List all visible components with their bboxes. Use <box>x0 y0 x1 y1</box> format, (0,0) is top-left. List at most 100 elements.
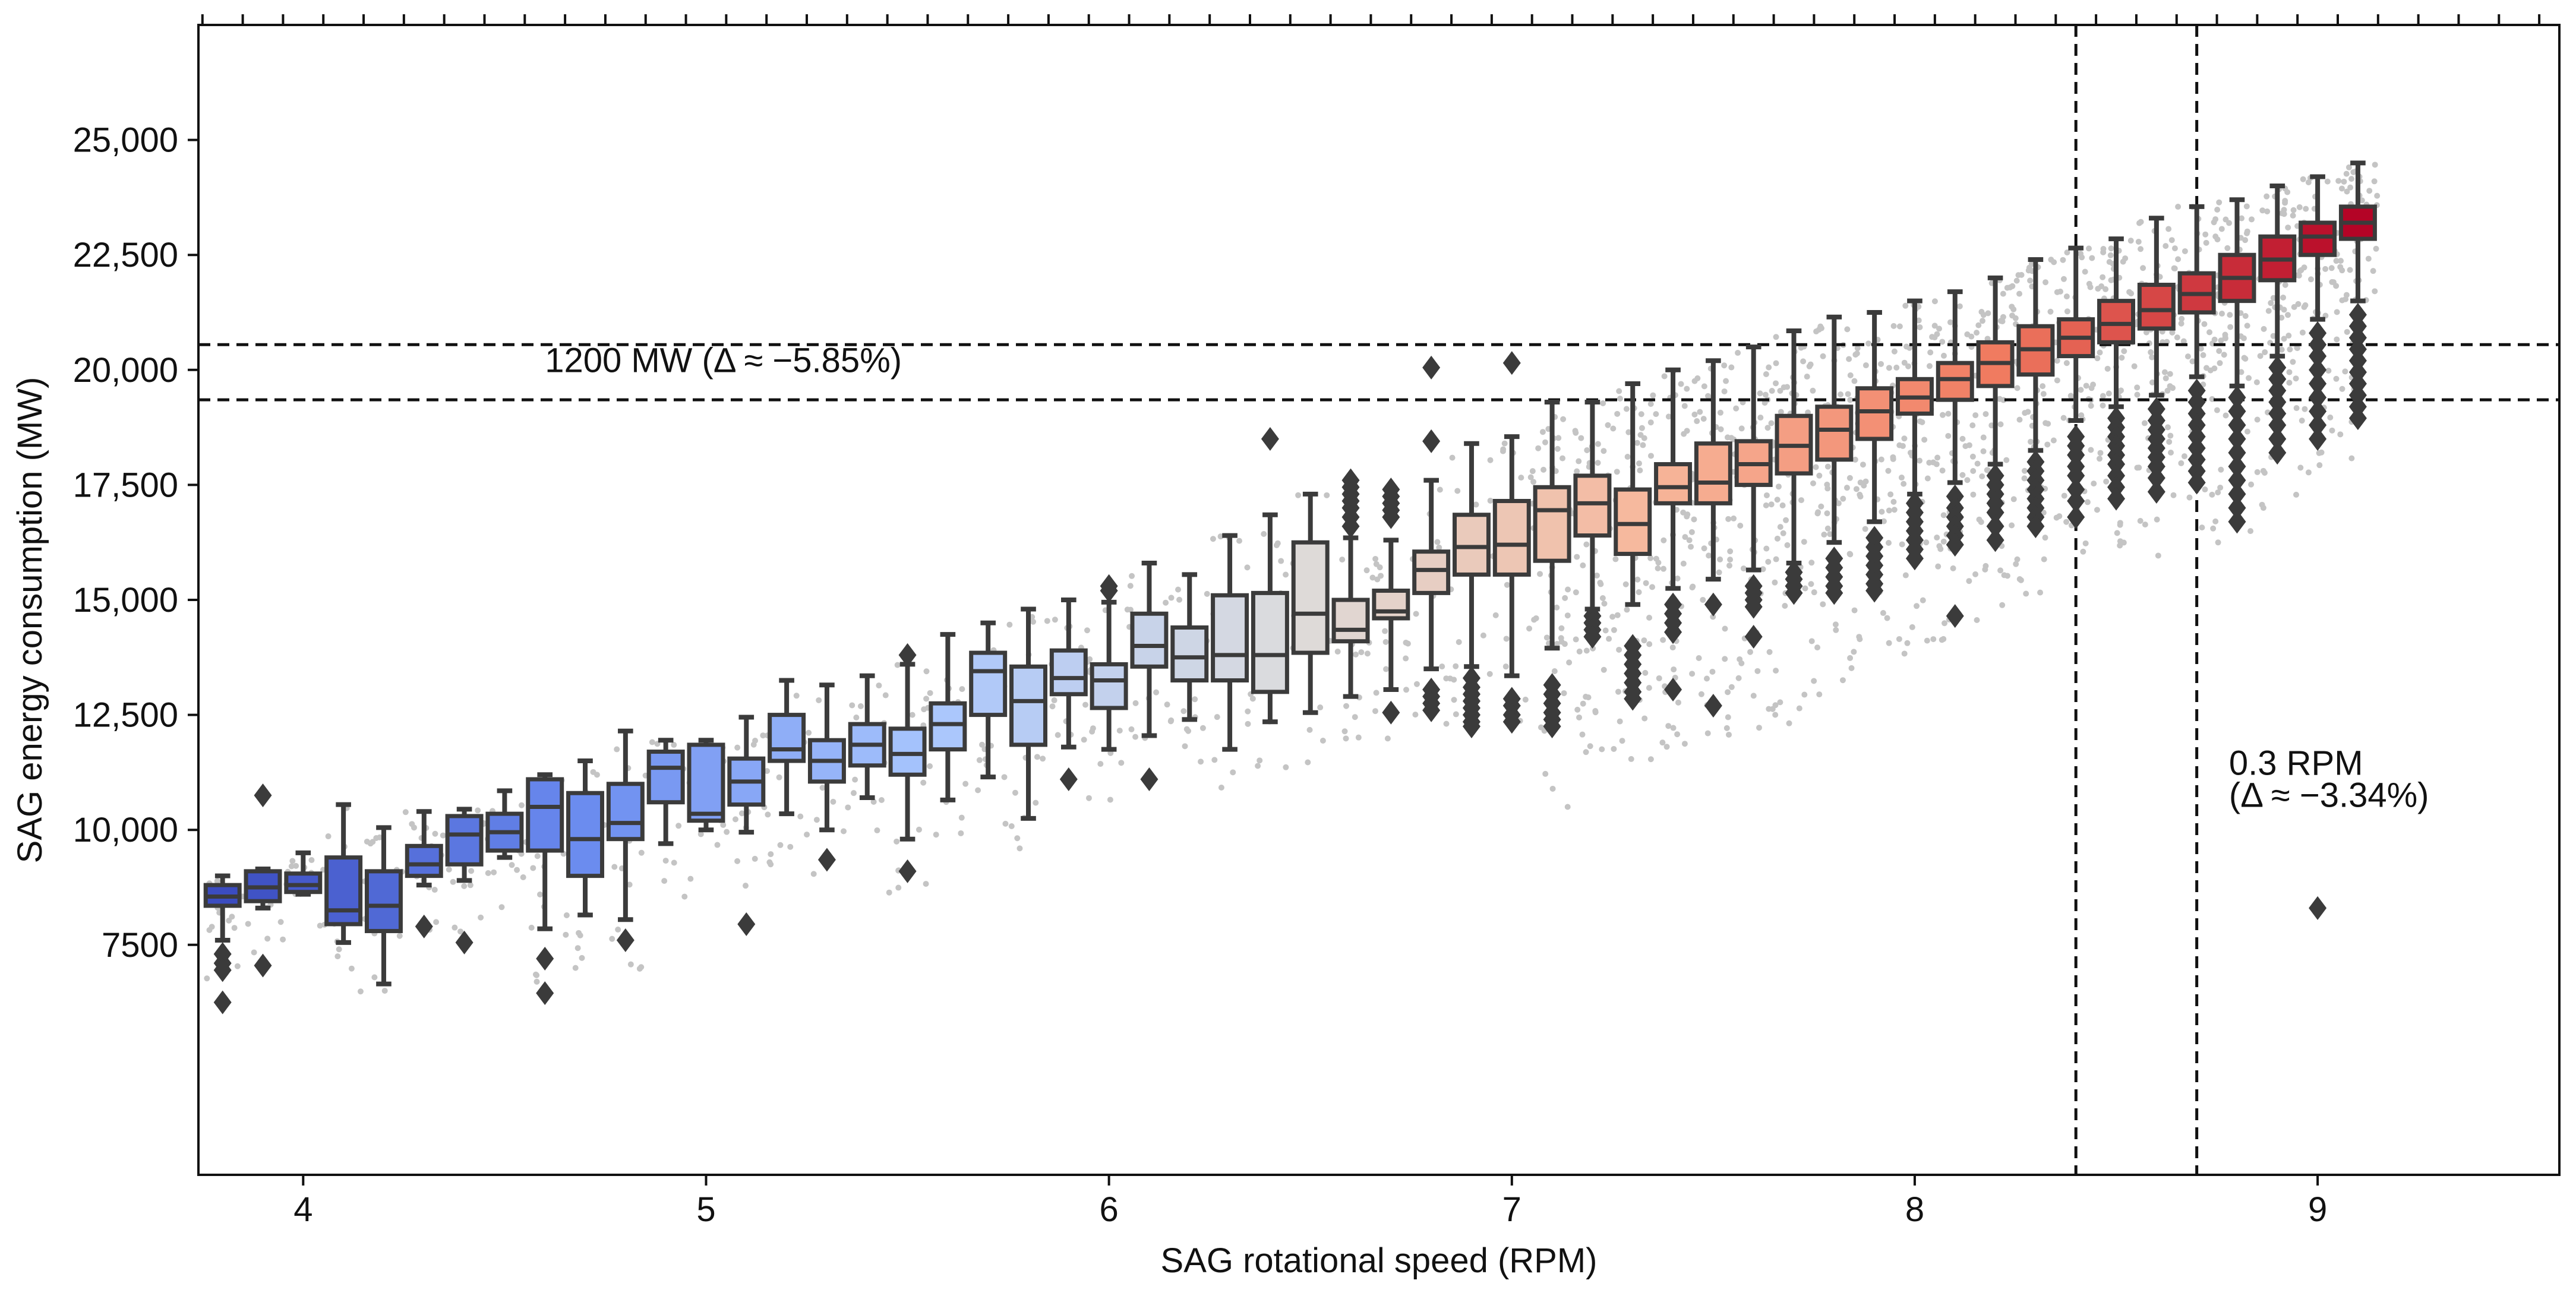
box-group <box>2258 184 2297 465</box>
scatter-point <box>1890 498 1897 505</box>
scatter-point <box>1848 665 1855 671</box>
scatter-point <box>1718 426 1724 432</box>
scatter-point <box>2105 390 2112 397</box>
scatter-point <box>1857 636 1863 643</box>
box-body <box>324 855 363 927</box>
scatter-point <box>1334 649 1341 655</box>
box-body <box>1372 589 1410 621</box>
scatter-point <box>245 921 251 927</box>
box-body <box>1936 361 1974 402</box>
scatter-point <box>1933 461 1940 467</box>
scatter-point <box>1731 515 1737 521</box>
scatter-point <box>1615 688 1621 695</box>
flier-marker <box>1583 624 1602 649</box>
scatter-point <box>1898 475 1905 481</box>
scatter-point <box>1454 488 1461 494</box>
scatter-point <box>1939 467 1946 474</box>
scatter-point <box>2339 385 2345 392</box>
flier-marker <box>1744 595 1763 619</box>
box-group <box>1815 314 1854 605</box>
scatter-point <box>1012 789 1018 796</box>
scatter-point <box>1969 422 1976 429</box>
box-body <box>1452 513 1491 577</box>
scatter-point <box>1002 820 1009 827</box>
scatter-point <box>1555 435 1562 441</box>
box-group <box>2097 236 2136 511</box>
scatter-point <box>1862 478 1869 485</box>
scatter-point <box>2012 315 2019 321</box>
box-group <box>1492 351 1531 734</box>
box-group <box>1734 344 1773 649</box>
scatter-point <box>1781 384 1787 391</box>
scatter-point <box>1456 639 1462 646</box>
flier-marker <box>1946 533 1964 557</box>
scatter-point <box>1860 461 1866 468</box>
scatter-point <box>1443 720 1450 727</box>
scatter-point <box>1319 738 1326 744</box>
scatter-point <box>1768 501 1775 508</box>
scatter-point <box>1583 647 1590 654</box>
scatter-point <box>1804 374 1810 380</box>
scatter-point <box>2169 329 2176 336</box>
scatter-point <box>1585 694 1592 701</box>
scatter-point <box>2344 188 2350 195</box>
flier-marker <box>2228 468 2246 492</box>
scatter-point <box>1451 697 1457 703</box>
scatter-point <box>1526 625 1533 632</box>
scatter-point <box>1899 442 1906 449</box>
scatter-point <box>760 732 766 739</box>
box-group <box>2218 197 2256 534</box>
scatter-point <box>2241 355 2247 361</box>
scatter-point <box>2359 197 2365 204</box>
scatter-point <box>1901 650 1908 657</box>
scatter-point <box>518 802 525 808</box>
box-group <box>848 673 886 800</box>
scatter-point <box>1807 361 1814 368</box>
scatter-point <box>2339 297 2345 304</box>
scatter-point <box>1857 479 1864 486</box>
flier-marker <box>2228 385 2246 410</box>
box-group <box>1573 400 1612 649</box>
scatter-point <box>1533 615 1539 621</box>
scatter-point <box>1947 319 1953 325</box>
scatter-point <box>1878 361 1884 367</box>
scatter-point <box>1810 480 1816 486</box>
scatter-point <box>1887 491 1894 498</box>
scatter-point <box>2128 290 2135 297</box>
scatter-point <box>1701 383 1707 390</box>
scatter-point <box>2082 540 2089 546</box>
flier-marker <box>1865 579 1884 603</box>
scatter-point <box>2164 424 2171 431</box>
scatter-point <box>1698 691 1704 697</box>
scatter-point <box>1671 666 1677 673</box>
scatter-point <box>2337 264 2344 270</box>
box-group <box>566 758 605 918</box>
scatter-point <box>2295 301 2302 307</box>
box-body <box>768 713 806 763</box>
scatter-point <box>251 949 257 956</box>
scatter-point <box>752 855 758 862</box>
scatter-point <box>2064 249 2070 256</box>
scatter-point <box>1576 714 1583 720</box>
scatter-point <box>277 919 284 925</box>
scatter-point <box>1573 636 1579 643</box>
scatter-point <box>2217 484 2224 491</box>
scatter-point <box>1917 324 1923 330</box>
scatter-point <box>2253 379 2260 385</box>
scatter-point <box>289 858 296 864</box>
scatter-point <box>1540 466 1547 473</box>
scatter-point <box>923 696 930 702</box>
scatter-point <box>2287 346 2293 353</box>
scatter-point <box>2343 170 2350 177</box>
scatter-point <box>2170 492 2177 498</box>
scatter-point <box>2290 359 2296 365</box>
scatter-point <box>2167 371 2173 377</box>
scatter-point <box>1824 510 1830 517</box>
scatter-point <box>1283 764 1289 770</box>
scatter-point <box>923 881 929 887</box>
scatter-point <box>1684 428 1690 434</box>
scatter-point <box>1649 584 1656 590</box>
scatter-point <box>687 875 694 882</box>
scatter-point <box>1198 758 1204 765</box>
